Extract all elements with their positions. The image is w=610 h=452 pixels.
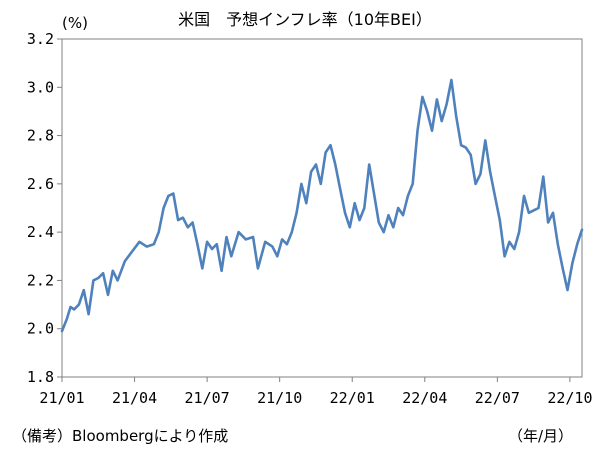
x-tick-label: 22/10 <box>547 389 592 407</box>
x-tick-label: 22/04 <box>402 389 447 407</box>
x-tick-label: 21/01 <box>39 389 84 407</box>
chart-title: 米国 予想インフレ率（10年BEI） <box>178 10 432 29</box>
y-tick-label: 2.4 <box>27 223 54 241</box>
y-tick-label: 1.8 <box>27 368 54 386</box>
axes <box>57 38 583 382</box>
y-axis-unit-label: (%) <box>62 14 88 32</box>
x-tick-label: 21/07 <box>185 389 230 407</box>
y-tick-label: 3.0 <box>27 78 54 96</box>
tick-labels: 1.8 2.0 2.2 2.4 2.6 2.8 3.0 3.2 21/01 21/04 21/07 2… <box>27 30 593 407</box>
x-tick-label: 21/10 <box>257 389 302 407</box>
x-tick-label: 21/04 <box>112 389 157 407</box>
y-tick-label: 2.8 <box>27 127 54 145</box>
plot-area-frame <box>61 38 583 378</box>
y-tick-label: 2.2 <box>27 271 54 289</box>
x-tick-label: 22/07 <box>475 389 520 407</box>
series-line <box>60 78 584 333</box>
y-tick-label: 2.0 <box>27 320 54 338</box>
x-tick-label: 22/01 <box>330 389 375 407</box>
y-tick-label: 2.6 <box>27 175 54 193</box>
x-axis-unit-label: （年/月） <box>508 427 574 445</box>
source-note: （備考）Bloombergにより作成 <box>12 427 229 445</box>
y-tick-label: 3.2 <box>27 30 54 48</box>
